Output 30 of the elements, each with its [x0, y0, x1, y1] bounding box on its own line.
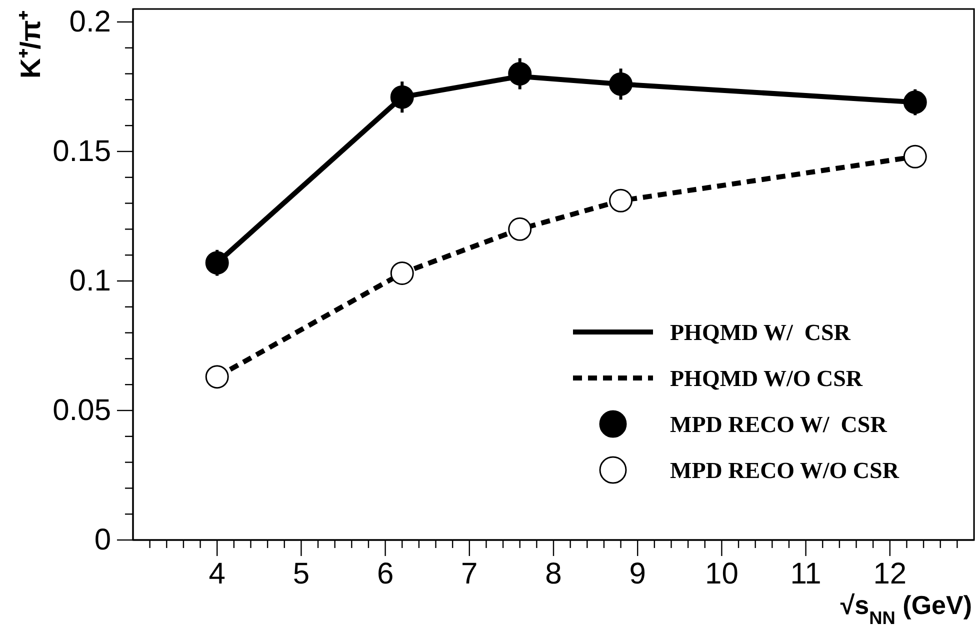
x-tick-label: 4: [208, 557, 226, 590]
legend-label: PHQMD W/O CSR: [670, 366, 863, 392]
point: [609, 188, 633, 212]
y-axis-title: K⁺/π⁺: [15, 11, 46, 78]
x-tick-label: 11: [790, 557, 822, 590]
x-tick-label: 8: [545, 557, 562, 590]
y-tick-label: 0.2: [69, 6, 111, 39]
y-tick-label: 0: [94, 524, 111, 557]
point: [205, 251, 229, 275]
y-tick-label: 0.15: [52, 135, 111, 168]
point: [390, 85, 414, 109]
x-tick-label: 10: [705, 557, 738, 590]
legend-label: MPD RECO W/O CSR: [670, 458, 900, 484]
point: [609, 72, 633, 96]
legend-label: PHQMD W/ CSR: [670, 320, 851, 346]
point: [205, 365, 229, 389]
x-tick-label: 9: [629, 557, 646, 590]
point: [390, 261, 414, 285]
point: [508, 217, 532, 241]
x-tick-label: 12: [873, 557, 907, 590]
x-tick-label: 7: [461, 557, 478, 590]
x-tick-label: 6: [376, 557, 394, 590]
y-tick-label: 0.1: [69, 264, 111, 298]
y-tick-label: 0.05: [52, 394, 111, 428]
x-axis-title: √s$_{NN}$ (GeV): [840, 590, 972, 628]
point: [508, 62, 532, 86]
point: [903, 144, 927, 168]
point: [903, 90, 927, 114]
x-tick-label: 5: [292, 557, 310, 590]
legend-label: MPD RECO W/ CSR: [670, 412, 888, 438]
